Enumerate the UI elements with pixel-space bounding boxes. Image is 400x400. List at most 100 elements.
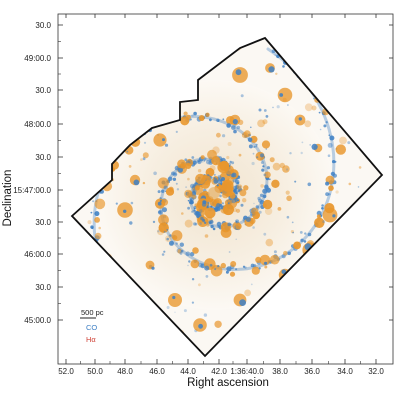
co-clump (303, 240, 307, 243)
co-clump (258, 108, 262, 112)
co-clump (189, 252, 195, 257)
co-clump (212, 227, 216, 231)
co-clump (250, 126, 252, 129)
co-clump (300, 151, 303, 155)
co-clump (192, 197, 194, 199)
co-clump (261, 168, 265, 172)
y-tick-label: 48:00.0 (24, 120, 51, 129)
co-clump (216, 221, 222, 227)
co-clump (235, 238, 237, 240)
co-clump (175, 130, 178, 133)
x-tick-label: 42.0 (211, 367, 227, 376)
y-axis-title: Declination (2, 170, 14, 227)
halpha-region (184, 219, 193, 228)
halpha-region (180, 162, 187, 169)
co-clump (189, 198, 192, 202)
co-clump (172, 295, 176, 300)
co-clump (130, 201, 134, 205)
co-clump (157, 190, 161, 194)
co-clump (233, 129, 237, 134)
co-clump (222, 134, 226, 138)
co-clump (265, 148, 267, 150)
co-clump (242, 265, 246, 268)
co-clump (235, 69, 242, 76)
co-clump (208, 221, 212, 225)
halpha-region (94, 217, 100, 223)
co-clump (209, 118, 212, 122)
halpha-region (255, 256, 262, 263)
co-clump (179, 251, 183, 255)
co-clump (299, 231, 303, 234)
halpha-region (87, 220, 92, 225)
co-clump (123, 209, 127, 213)
co-clump (213, 179, 219, 184)
co-clump (232, 119, 238, 125)
halpha-region (197, 169, 202, 173)
co-clump (206, 159, 211, 165)
co-clump (188, 260, 191, 263)
co-clump (357, 186, 360, 188)
halpha-region (157, 228, 165, 236)
co-clump (276, 105, 280, 109)
co-clump (321, 207, 324, 210)
co-clump (327, 154, 331, 157)
co-clump (327, 142, 333, 148)
halpha-region (262, 119, 268, 125)
co-clump (334, 160, 337, 163)
halpha-region (236, 184, 243, 190)
co-clump (231, 198, 236, 204)
co-clump (300, 238, 304, 242)
halpha-complex (168, 293, 182, 307)
halpha-region (260, 184, 264, 188)
legend-co: CO (86, 323, 97, 332)
halpha-region (195, 173, 206, 185)
co-clump (185, 251, 191, 257)
halpha-region (161, 198, 169, 206)
x-tick-label: 36.0 (304, 367, 320, 376)
halpha-region (304, 103, 313, 112)
co-clump (175, 182, 178, 185)
co-clump (347, 141, 351, 145)
co-clump (187, 199, 190, 202)
co-clump (321, 204, 324, 207)
co-clump (253, 145, 256, 148)
co-clump (264, 184, 269, 189)
co-clump (198, 323, 204, 329)
co-clump (179, 242, 184, 247)
halpha-region (186, 190, 193, 197)
halpha-region (194, 185, 200, 191)
halpha-region (204, 234, 209, 238)
co-clump (258, 210, 262, 214)
halpha-region (264, 171, 271, 179)
y-tick-label: 30.0 (35, 86, 51, 95)
co-clump (193, 205, 197, 210)
co-clump (240, 94, 244, 98)
co-clump (171, 171, 175, 176)
co-clump (236, 125, 241, 130)
halpha-region (230, 261, 237, 267)
co-clump (157, 230, 160, 233)
co-clump (152, 220, 156, 224)
halpha-region (269, 254, 280, 265)
x-tick-label: 46.0 (149, 367, 165, 376)
co-clump (262, 165, 265, 168)
co-clump (256, 156, 259, 159)
y-tick-label: 30.0 (35, 218, 51, 227)
halpha-region (142, 181, 146, 185)
x-tick-label: 52.0 (58, 367, 74, 376)
co-clump (163, 230, 166, 233)
halpha-region (98, 226, 101, 230)
co-clump (231, 125, 236, 130)
co-clump (260, 153, 265, 158)
halpha-region (358, 166, 362, 169)
co-clump (216, 118, 220, 123)
co-clump (247, 137, 253, 143)
co-clump (325, 192, 329, 197)
co-clump (166, 237, 169, 241)
halpha-region (314, 217, 325, 228)
halpha-region (33, 201, 39, 207)
co-clump (199, 222, 202, 225)
halpha-region (261, 140, 271, 149)
halpha-region (217, 161, 230, 174)
co-clump (92, 200, 95, 203)
